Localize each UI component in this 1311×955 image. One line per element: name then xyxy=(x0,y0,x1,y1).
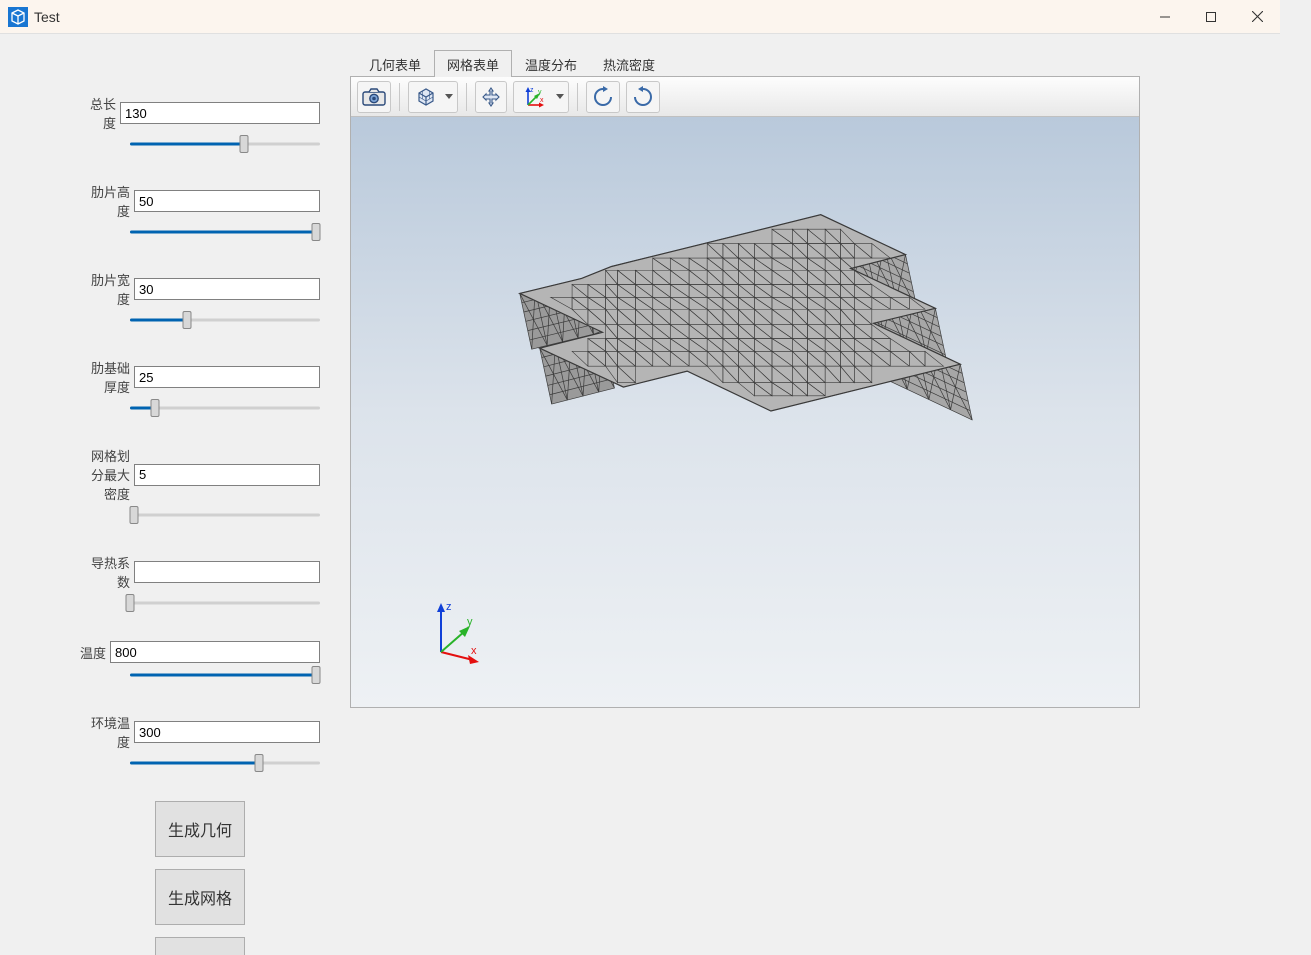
param-row-6: 温度 xyxy=(80,641,320,683)
viewport-toolbar: z x y xyxy=(351,77,1139,117)
param-label: 肋片高度 xyxy=(80,182,134,220)
param-slider-1[interactable] xyxy=(130,224,320,240)
param-row-0: 总长度 xyxy=(80,94,320,152)
param-label: 温度 xyxy=(80,643,110,662)
tab-1[interactable]: 网格表单 xyxy=(434,50,512,77)
param-row-3: 肋基础厚度 xyxy=(80,358,320,416)
tab-0[interactable]: 几何表单 xyxy=(356,50,434,77)
param-slider-3[interactable] xyxy=(130,400,320,416)
param-row-5: 导热系数 xyxy=(80,553,320,611)
maximize-icon xyxy=(1206,12,1216,22)
pan-icon xyxy=(480,86,502,108)
svg-text:z: z xyxy=(530,87,534,94)
toolbar-separator xyxy=(577,83,578,111)
param-row-1: 肋片高度 xyxy=(80,182,320,240)
param-row-4: 网格划分最大密度 xyxy=(80,446,320,523)
svg-text:x: x xyxy=(540,97,544,104)
param-slider-4[interactable] xyxy=(130,507,320,523)
param-label: 肋片宽度 xyxy=(80,270,134,308)
viewport-3d[interactable]: z x y xyxy=(351,117,1139,707)
generate-geometry-button[interactable]: 生成几何 xyxy=(155,801,245,857)
tab-bar: 几何表单网格表单温度分布热流密度 xyxy=(350,50,1140,76)
param-input-0[interactable] xyxy=(120,102,320,124)
param-label: 网格划分最大密度 xyxy=(80,446,134,503)
right-area: 几何表单网格表单温度分布热流密度 xyxy=(350,50,1140,708)
close-icon xyxy=(1252,11,1263,22)
minimize-button[interactable] xyxy=(1142,0,1188,33)
titlebar: Test xyxy=(0,0,1280,34)
cube-icon xyxy=(415,86,437,108)
axes-orientation-button[interactable]: z x y xyxy=(513,81,569,113)
param-label: 肋基础厚度 xyxy=(80,358,134,396)
param-slider-2[interactable] xyxy=(130,312,320,328)
chevron-down-icon xyxy=(445,94,453,99)
param-input-1[interactable] xyxy=(134,190,320,212)
tab-3[interactable]: 热流密度 xyxy=(590,50,668,77)
param-slider-0[interactable] xyxy=(130,136,320,152)
axis-triad: z x y xyxy=(421,597,491,667)
rotate-ccw-icon xyxy=(591,86,615,108)
window-title: Test xyxy=(34,9,60,25)
param-input-2[interactable] xyxy=(134,278,320,300)
axes-icon: z x y xyxy=(520,85,546,109)
tab-2[interactable]: 温度分布 xyxy=(512,50,590,77)
param-row-7: 环境温度 xyxy=(80,713,320,771)
view-cube-button[interactable] xyxy=(408,81,458,113)
close-button[interactable] xyxy=(1234,0,1280,33)
pan-button[interactable] xyxy=(475,81,507,113)
tab-content-frame: z x y xyxy=(350,76,1140,708)
action-buttons: 生成几何生成网格计算 xyxy=(80,801,320,955)
rotate-ccw-button[interactable] xyxy=(586,81,620,113)
rotate-cw-button[interactable] xyxy=(626,81,660,113)
param-label: 导热系数 xyxy=(80,553,134,591)
param-input-5[interactable] xyxy=(134,561,320,583)
compute-button[interactable]: 计算 xyxy=(155,937,245,955)
param-label: 环境温度 xyxy=(80,713,134,751)
param-input-4[interactable] xyxy=(134,464,320,486)
param-slider-6[interactable] xyxy=(130,667,320,683)
chevron-down-icon xyxy=(556,94,564,99)
x-axis-label: x xyxy=(471,645,477,657)
param-slider-7[interactable] xyxy=(130,755,320,771)
snapshot-button[interactable] xyxy=(357,81,391,113)
param-row-2: 肋片宽度 xyxy=(80,270,320,328)
app-window: Test 总长度肋片高度肋片宽度肋基础厚度网格划分最大密度导热系数温度环境温度生… xyxy=(0,0,1280,950)
toolbar-separator xyxy=(399,83,400,111)
param-input-6[interactable] xyxy=(110,641,320,663)
parameter-panel: 总长度肋片高度肋片宽度肋基础厚度网格划分最大密度导热系数温度环境温度生成几何生成… xyxy=(80,94,320,955)
svg-text:y: y xyxy=(538,89,542,96)
minimize-icon xyxy=(1160,12,1170,22)
param-input-7[interactable] xyxy=(134,721,320,743)
client-area: 总长度肋片高度肋片宽度肋基础厚度网格划分最大密度导热系数温度环境温度生成几何生成… xyxy=(0,34,1280,950)
maximize-button[interactable] xyxy=(1188,0,1234,33)
z-axis-label: z xyxy=(446,601,452,613)
rotate-cw-icon xyxy=(631,86,655,108)
param-label: 总长度 xyxy=(80,94,120,132)
generate-mesh-button[interactable]: 生成网格 xyxy=(155,869,245,925)
window-buttons xyxy=(1142,0,1280,33)
appicon xyxy=(8,7,28,27)
param-input-3[interactable] xyxy=(134,366,320,388)
y-axis-label: y xyxy=(467,616,473,628)
toolbar-separator xyxy=(466,83,467,111)
camera-icon xyxy=(362,87,386,107)
param-slider-5[interactable] xyxy=(130,595,320,611)
